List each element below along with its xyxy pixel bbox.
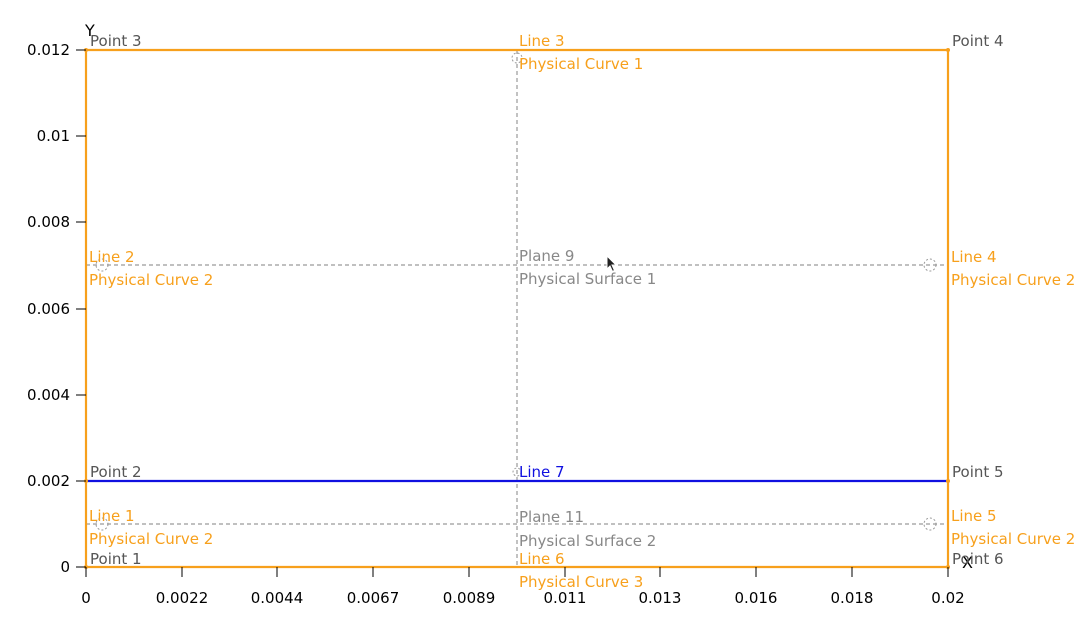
physical-curve-2-right-lower-label: Physical Curve 2 bbox=[951, 530, 1075, 548]
y-axis bbox=[76, 49, 86, 568]
helper-lines bbox=[86, 50, 948, 567]
physical-curve-2-left-lower-label: Physical Curve 2 bbox=[89, 530, 213, 548]
physical-curve-2-left-upper-label: Physical Curve 2 bbox=[89, 271, 213, 289]
x-tick-label: 0 bbox=[81, 589, 91, 607]
x-tick-label: 0.018 bbox=[831, 589, 874, 607]
point-2-label: Point 2 bbox=[90, 463, 142, 481]
line-7-label: Line 7 bbox=[519, 463, 565, 481]
physical-surface-2-label: Physical Surface 2 bbox=[519, 532, 656, 550]
line-5-label: Line 5 bbox=[951, 507, 997, 525]
marker-mid-center bbox=[512, 467, 522, 477]
x-tick-labels: 0 0.0022 0.0044 0.0067 0.0089 0.011 0.01… bbox=[81, 589, 964, 607]
x-tick-label: 0.0022 bbox=[156, 589, 209, 607]
y-tick-label: 0 bbox=[60, 558, 70, 576]
marker-right-upper bbox=[923, 258, 937, 272]
x-tick-label: 0.011 bbox=[544, 589, 587, 607]
x-tick-label: 0.013 bbox=[639, 589, 682, 607]
y-tick-label: 0.004 bbox=[27, 386, 70, 404]
marker-top-center bbox=[511, 52, 523, 64]
x-tick-label: 0.02 bbox=[931, 589, 964, 607]
point-markers bbox=[84, 48, 950, 569]
y-tick-label: 0.012 bbox=[27, 41, 70, 59]
x-tick-label: 0.0067 bbox=[347, 589, 400, 607]
y-tick-label: 0.008 bbox=[27, 213, 70, 231]
line-6-label: Line 6 bbox=[519, 550, 565, 568]
x-tick-label: 0.0044 bbox=[251, 589, 304, 607]
x-tick-label: 0.016 bbox=[735, 589, 778, 607]
physical-curve-1-label: Physical Curve 1 bbox=[519, 55, 643, 73]
line-4-label: Line 4 bbox=[951, 248, 997, 266]
y-tick-label: 0.002 bbox=[27, 472, 70, 490]
plane-labels: Plane 9 Physical Surface 1 Plane 11 Phys… bbox=[519, 247, 656, 550]
y-tick-label: 0.01 bbox=[37, 127, 70, 145]
physical-curve-3-label: Physical Curve 3 bbox=[519, 573, 643, 591]
point-1-label: Point 1 bbox=[90, 550, 142, 568]
physical-curve-2-right-upper-label: Physical Curve 2 bbox=[951, 271, 1075, 289]
y-tick-labels: 0 0.002 0.004 0.006 0.008 0.01 0.012 bbox=[27, 41, 70, 576]
point-4-label: Point 4 bbox=[952, 32, 1004, 50]
line-1-label: Line 1 bbox=[89, 507, 135, 525]
mouse-cursor-icon bbox=[606, 255, 618, 273]
point-3-label: Point 3 bbox=[90, 32, 142, 50]
x-axis bbox=[85, 567, 949, 577]
y-axis-title: Y bbox=[84, 21, 95, 40]
point-4-marker[interactable] bbox=[946, 48, 950, 52]
plane-9-label: Plane 9 bbox=[519, 247, 574, 265]
marker-left-lower bbox=[95, 517, 109, 531]
boundary-lines bbox=[84, 48, 950, 569]
marker-left-upper bbox=[95, 258, 109, 272]
helper-markers bbox=[95, 52, 937, 531]
boundary-labels: Line 3 Physical Curve 1 Line 2 Physical … bbox=[89, 32, 1075, 591]
x-axis-title: X bbox=[962, 553, 973, 572]
point-5-label: Point 5 bbox=[952, 463, 1004, 481]
point-labels: Point 3 Point 4 Point 2 Point 5 Point 1 … bbox=[90, 32, 1004, 568]
marker-right-lower bbox=[923, 517, 937, 531]
point-5-marker[interactable] bbox=[946, 479, 950, 483]
x-tick-label: 0.0089 bbox=[443, 589, 496, 607]
plane-11-label: Plane 11 bbox=[519, 508, 584, 526]
line-3-label: Line 3 bbox=[519, 32, 565, 50]
point-6-label: Point 6 bbox=[952, 550, 1004, 568]
physical-surface-1-label: Physical Surface 1 bbox=[519, 270, 656, 288]
line-2-label: Line 2 bbox=[89, 248, 135, 266]
y-tick-label: 0.006 bbox=[27, 300, 70, 318]
